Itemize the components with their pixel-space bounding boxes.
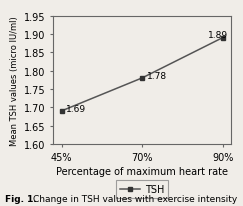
Text: 1.78: 1.78 xyxy=(147,71,167,80)
Y-axis label: Mean TSH values (micro IU/ml): Mean TSH values (micro IU/ml) xyxy=(10,16,19,145)
Legend: TSH: TSH xyxy=(116,180,168,198)
Text: Change in TSH values with exercise intensity: Change in TSH values with exercise inten… xyxy=(33,194,237,203)
Text: 1.69: 1.69 xyxy=(66,104,87,113)
Text: 1.89: 1.89 xyxy=(208,31,228,40)
Text: Fig. 1.: Fig. 1. xyxy=(5,194,37,203)
X-axis label: Percentage of maximum heart rate: Percentage of maximum heart rate xyxy=(56,167,228,177)
